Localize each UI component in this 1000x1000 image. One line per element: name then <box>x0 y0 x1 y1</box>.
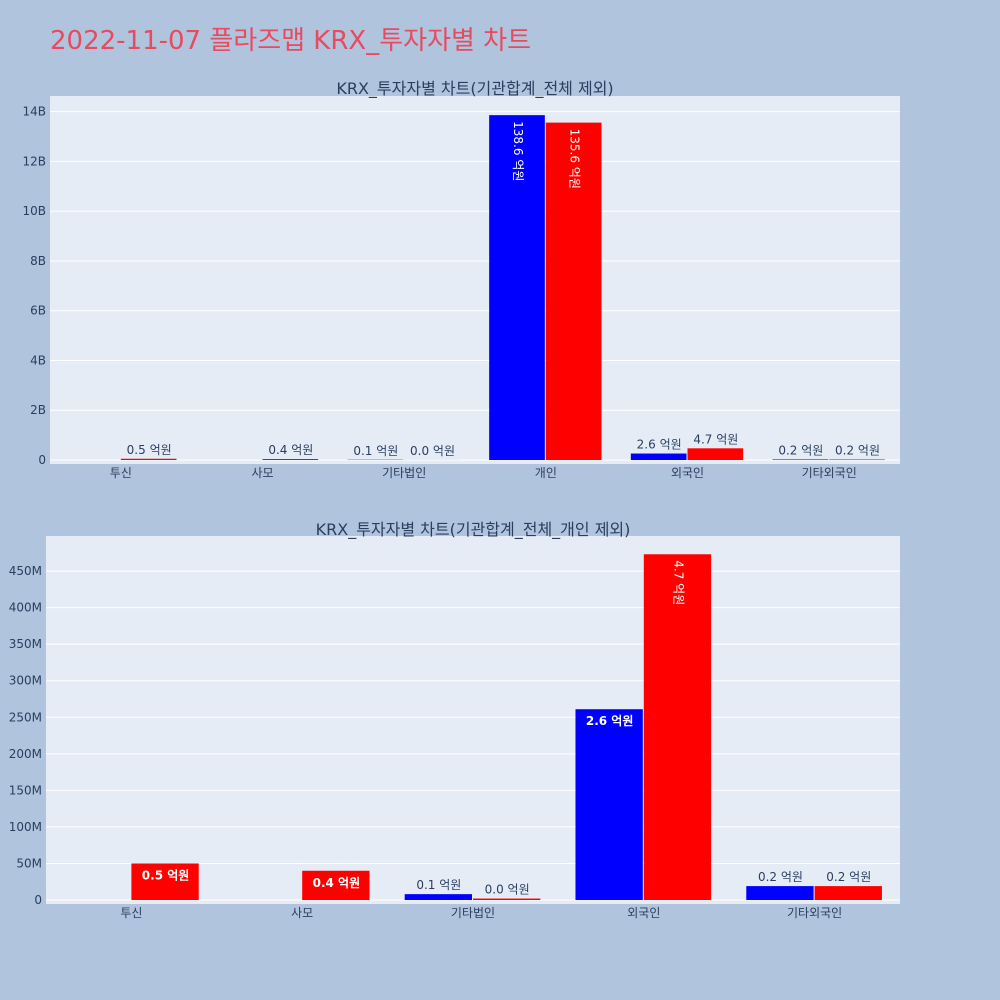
data-label: 0.2 억원 <box>778 444 823 458</box>
y-tick-label: 150M <box>9 783 42 797</box>
x-tick-label: 사모 <box>251 466 273 480</box>
plot-area-2 <box>46 536 900 904</box>
y-tick-label: 14B <box>22 105 46 119</box>
data-label: 0.0 억원 <box>485 883 530 897</box>
x-tick-label: 외국인 <box>671 466 704 480</box>
x-tick-label: 기타법인 <box>451 906 495 920</box>
bar <box>262 459 319 460</box>
data-label: 0.2 억원 <box>758 870 803 884</box>
bar <box>489 115 545 460</box>
x-tick-label: 기타외국인 <box>802 466 857 480</box>
bar <box>545 122 602 460</box>
bar <box>131 863 199 900</box>
bar <box>630 453 687 460</box>
y-tick-label: 12B <box>22 154 46 168</box>
bar <box>404 894 472 900</box>
data-label: 0.5 억원 <box>142 868 190 882</box>
plot-area-1 <box>50 96 900 464</box>
data-label: 4.7 억원 <box>693 432 738 446</box>
x-tick-label: 개인 <box>535 466 557 480</box>
y-tick-label: 350M <box>9 637 42 651</box>
bar <box>814 886 882 900</box>
data-label: 2.6 억원 <box>637 438 682 452</box>
y-tick-label: 6B <box>30 304 46 318</box>
data-label: 135.6 억원 <box>568 129 582 189</box>
x-tick-label: 기타외국인 <box>787 906 842 920</box>
y-tick-label: 8B <box>30 254 46 268</box>
data-label: 0.4 억원 <box>268 443 313 457</box>
x-tick-label: 사모 <box>291 906 313 920</box>
bar <box>120 458 177 460</box>
x-tick-label: 외국인 <box>627 906 660 920</box>
bar <box>746 886 814 900</box>
data-label: 4.7 억원 <box>671 560 685 605</box>
x-tick-label: 투신 <box>110 466 132 480</box>
y-tick-label: 50M <box>16 856 42 870</box>
y-tick-label: 250M <box>9 710 42 724</box>
data-label: 2.6 억원 <box>586 714 634 728</box>
data-label: 138.6 억원 <box>511 121 525 181</box>
x-tick-label: 투신 <box>120 906 142 920</box>
data-label: 0.0 억원 <box>410 444 455 458</box>
chart-title-2: KRX_투자자별 차트(기관합계_전체_개인 제외) <box>316 520 631 540</box>
bar <box>687 448 744 460</box>
y-tick-label: 100M <box>9 820 42 834</box>
chart-title-1: KRX_투자자별 차트(기관합계_전체 제외) <box>336 79 613 99</box>
bar <box>575 709 643 900</box>
bar <box>302 870 370 900</box>
bar <box>643 554 712 900</box>
data-label: 0.4 억원 <box>313 876 361 890</box>
page-title: 2022-11-07 플라즈맵 KRX_투자자별 차트 <box>50 26 532 56</box>
y-tick-label: 0 <box>38 453 46 467</box>
data-label: 0.1 억원 <box>416 878 461 892</box>
bar <box>473 898 541 900</box>
y-tick-label: 10B <box>22 204 46 218</box>
y-tick-label: 200M <box>9 747 42 761</box>
y-tick-label: 300M <box>9 674 42 688</box>
data-label: 0.2 억원 <box>835 444 880 458</box>
data-label: 0.5 억원 <box>127 443 172 457</box>
data-label: 0.1 억원 <box>353 444 398 458</box>
y-tick-label: 0 <box>34 893 42 907</box>
data-label: 0.2 억원 <box>826 870 871 884</box>
y-tick-label: 450M <box>9 564 42 578</box>
x-tick-label: 기타법인 <box>382 466 426 480</box>
y-tick-label: 2B <box>30 403 46 417</box>
y-tick-label: 4B <box>30 353 46 367</box>
y-tick-label: 400M <box>9 601 42 615</box>
